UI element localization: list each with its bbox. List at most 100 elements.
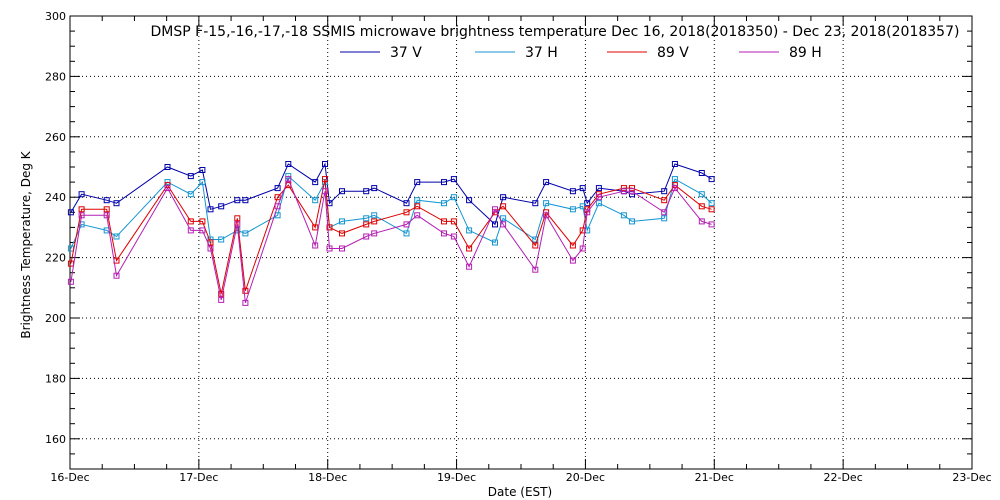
data-point [207, 206, 214, 213]
data-point [339, 188, 345, 195]
data-point [466, 245, 473, 252]
data-point [532, 200, 539, 207]
data-point [103, 197, 110, 204]
series-37-v [67, 161, 715, 228]
data-point [67, 209, 74, 216]
data-point [698, 218, 705, 225]
data-point [414, 203, 421, 210]
data-point [629, 188, 635, 195]
data-point [218, 236, 225, 243]
data-point [532, 242, 539, 249]
data-point [103, 206, 110, 213]
y-tick-label: 220 [45, 252, 66, 265]
data-point [285, 161, 292, 167]
series-line [70, 177, 712, 304]
data-point [207, 245, 214, 252]
data-point [450, 194, 457, 201]
data-point [441, 218, 447, 225]
x-tick-labels: 16-Dec 17-Dec 18-Dec 19-Dec 20-Dec 21-Dec 22-D… [50, 471, 991, 484]
data-point [78, 206, 85, 213]
data-point [414, 212, 421, 219]
data-point [371, 185, 378, 192]
data-point [234, 215, 241, 222]
data-point [671, 185, 678, 192]
data-point [579, 185, 586, 192]
data-point [671, 176, 678, 183]
data-point [199, 227, 206, 234]
data-point [414, 197, 421, 204]
data-point [492, 221, 498, 228]
data-point [103, 212, 110, 219]
data-point [274, 185, 281, 192]
y-axis-title: Brightness Temperature, Deg K [19, 150, 33, 338]
data-point [187, 218, 194, 225]
x-tick-label: 23-Dec [952, 471, 991, 484]
data-point [113, 272, 120, 279]
data-point [569, 242, 576, 249]
data-point [218, 290, 225, 297]
series-89-v [67, 176, 715, 297]
data-point [322, 188, 328, 195]
x-tick-label: 20-Dec [566, 471, 605, 484]
data-point [584, 209, 591, 216]
x-tick-label: 22-Dec [824, 471, 863, 484]
data-point [629, 185, 635, 192]
legend-label: 89 V [657, 45, 689, 61]
series-89-h [67, 176, 715, 306]
data-point [371, 230, 378, 237]
data-point [339, 230, 345, 237]
data-point [322, 176, 328, 183]
data-point [708, 176, 715, 183]
data-point [543, 200, 550, 207]
data-point [322, 161, 328, 167]
data-point [595, 200, 602, 207]
x-tick-label: 21-Dec [695, 471, 734, 484]
data-point [569, 188, 576, 195]
data-point [500, 203, 507, 210]
data-point [312, 197, 319, 204]
legend: 37 V 37 H 89 V 89 H [340, 45, 822, 61]
data-point [274, 194, 281, 201]
data-point [595, 194, 602, 201]
data-point [78, 191, 85, 198]
axis-ticks [69, 15, 973, 469]
data-point [698, 191, 705, 198]
data-point [708, 221, 715, 228]
y-tick-label: 300 [45, 10, 66, 23]
data-point [403, 200, 410, 207]
data-point [403, 209, 410, 216]
data-point [242, 197, 249, 204]
data-point [441, 200, 447, 207]
y-tick-label: 180 [45, 372, 66, 385]
data-point [242, 287, 249, 294]
data-point [661, 188, 668, 195]
data-point [492, 206, 498, 213]
data-point [218, 296, 225, 303]
data-point [371, 218, 378, 225]
x-tick-label: 18-Dec [308, 471, 347, 484]
data-point [414, 179, 421, 186]
data-point [492, 239, 498, 246]
data-point [661, 209, 668, 216]
data-point [543, 179, 550, 186]
data-point [466, 227, 473, 234]
data-point [242, 299, 249, 306]
data-point [500, 215, 507, 222]
y-tick-labels: 160 180 200 220 240 260 280 300 [45, 10, 66, 446]
data-point [326, 224, 333, 231]
data-point [661, 215, 668, 222]
data-point [67, 278, 74, 285]
data-point [403, 230, 410, 237]
data-point [113, 200, 120, 207]
series-line [70, 175, 712, 249]
data-point [371, 212, 378, 219]
data-point [234, 221, 241, 228]
data-point [532, 266, 539, 273]
data-point [78, 212, 85, 219]
grid-lines [70, 16, 972, 469]
data-point [312, 179, 319, 186]
data-point [363, 215, 370, 222]
x-axis-title: Date (EST) [488, 485, 552, 499]
data-point [569, 206, 576, 213]
